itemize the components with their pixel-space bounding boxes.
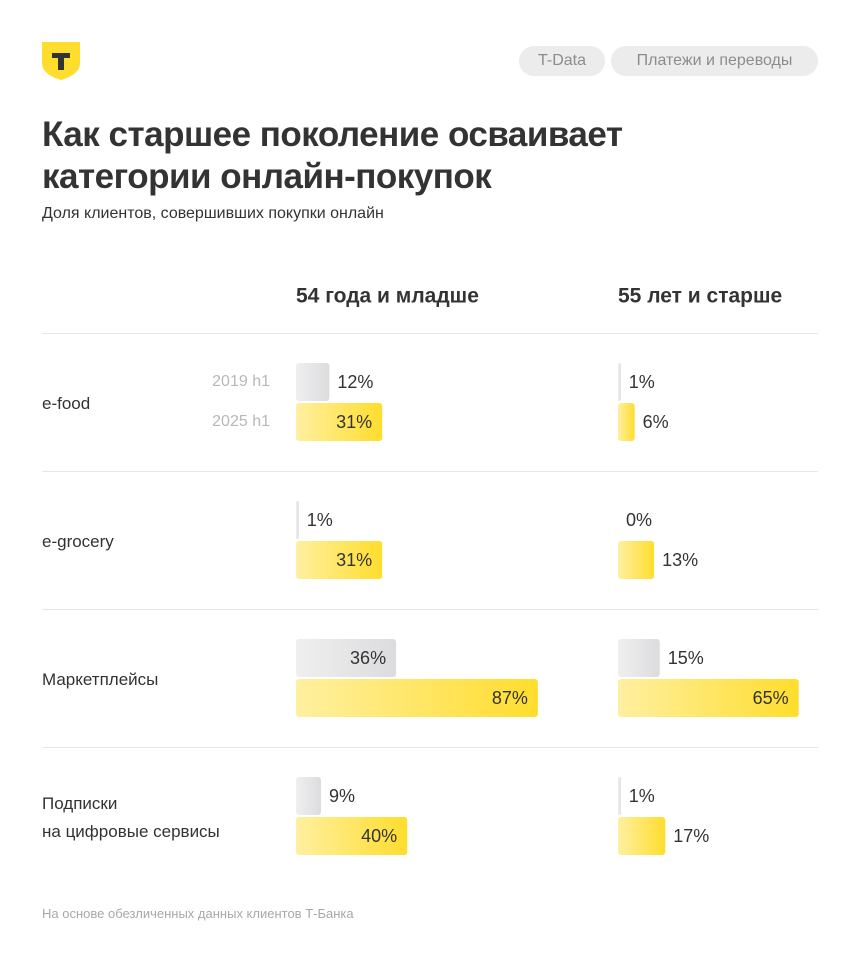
value-label: 17% [673,826,709,846]
bar [296,541,383,579]
footnote: На основе обезличенных данных клиентов Т… [42,906,354,921]
bar [618,679,799,717]
bar [296,363,330,401]
panel-title: 55 лет и старше [618,285,782,308]
bar [618,403,635,441]
value-label: 31% [336,412,372,432]
tag: Платежи и переводы [611,46,818,76]
category-label: e-food [42,394,91,413]
value-label: 9% [329,786,355,806]
panel-title: 54 года и младше [296,285,479,308]
value-label: 1% [629,372,655,392]
series-label: 2025 h1 [212,413,270,430]
category-label: Подписки на цифровые сервисы [42,794,220,841]
bar [618,541,655,579]
bar [296,403,383,441]
value-label: 1% [629,786,655,806]
bar [618,777,621,815]
value-label: 15% [668,648,704,668]
bar [618,639,660,677]
value-label: 40% [361,826,397,846]
value-label: 6% [643,412,669,432]
chart-title: Как старшее поколение осваивает категори… [42,115,623,196]
chart-subtitle: Доля клиентов, совершивших покупки онлай… [42,205,384,222]
bar [296,817,408,855]
bar [296,777,322,815]
value-label: 12% [337,372,373,392]
logo [42,42,80,80]
category-label: e-grocery [42,532,114,551]
value-label: 31% [336,550,372,570]
value-label: 0% [626,510,652,530]
value-label: 87% [492,688,528,708]
bar [296,501,299,539]
bar [618,817,666,855]
bar [296,639,397,677]
value-label: 13% [662,550,698,570]
tag: T-Data [519,46,605,76]
value-label: 1% [307,510,333,530]
series-label: 2019 h1 [212,373,270,390]
value-label: 65% [753,688,789,708]
category-label: Маркетплейсы [42,670,159,689]
bar [296,679,538,717]
value-label: 36% [350,648,386,668]
bar [618,363,621,401]
